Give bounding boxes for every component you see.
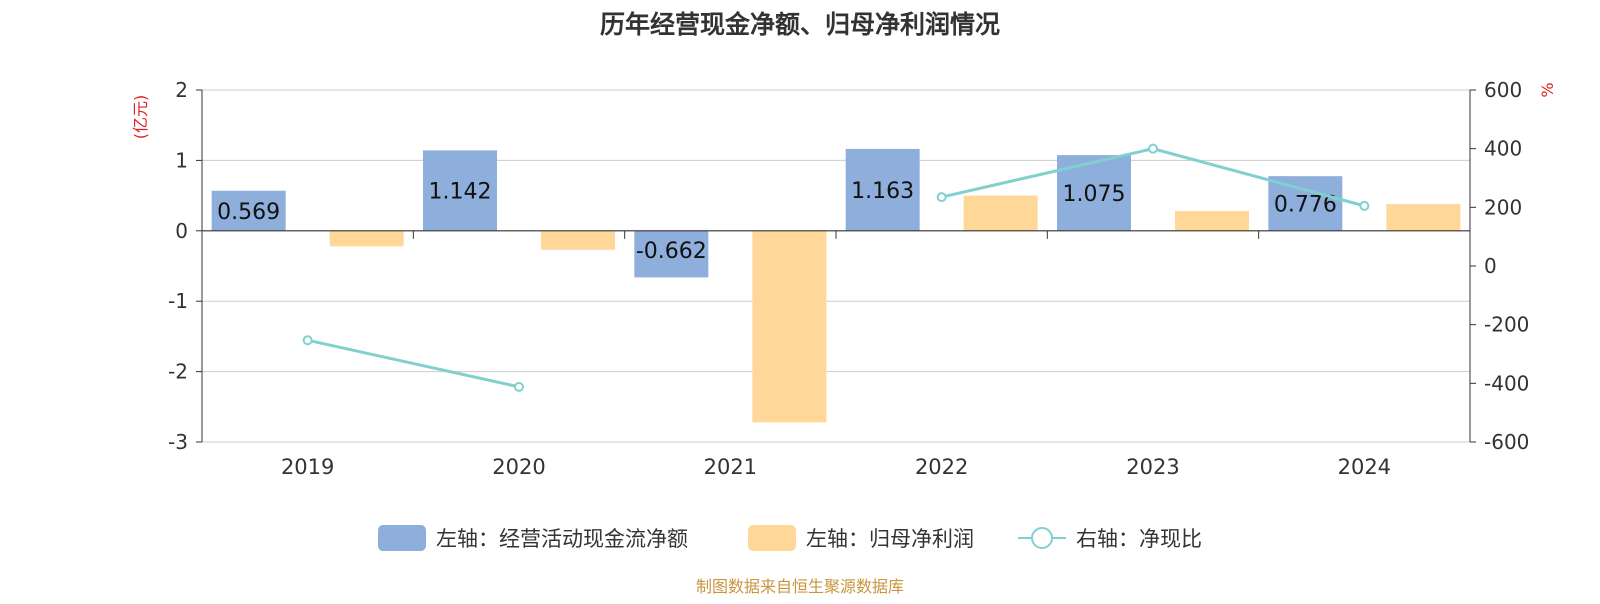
legend-swatch-cash-flow <box>378 525 426 551</box>
line-point <box>1148 143 1158 154</box>
bar-net-profit <box>1175 211 1249 231</box>
left-axis-label: (亿元) <box>131 95 150 140</box>
bar-net-profit <box>329 230 404 247</box>
line-point <box>514 381 524 392</box>
right-axis-tick-label: -600 <box>1484 430 1529 454</box>
bar-net-profit <box>541 230 615 250</box>
bar-data-label: -0.662 <box>636 239 707 264</box>
right-axis-tick-label: 200 <box>1484 195 1522 219</box>
bar-cash-flow <box>423 150 497 231</box>
legend-label-ratio: 右轴：净现比 <box>1076 527 1202 551</box>
bar-cash-flow <box>1268 176 1343 231</box>
left-axis-tick-label: 2 <box>175 78 188 102</box>
bar-net-profit <box>963 195 1038 231</box>
bar-cash-flow <box>211 190 286 231</box>
bar-cash-flow <box>634 230 709 278</box>
line-point <box>936 192 947 203</box>
legend-swatch-ratio-marker <box>1031 527 1053 549</box>
legend-label-cash-flow: 左轴：经营活动现金流净额 <box>436 527 688 551</box>
chart-title: 历年经营现金净额、归母净利润情况 <box>600 10 1000 39</box>
line-point <box>1359 200 1370 211</box>
legend-swatch-net-profit <box>748 525 796 551</box>
source-note: 制图数据来自恒生聚源数据库 <box>696 577 904 596</box>
left-axis-tick-label: -1 <box>168 289 188 313</box>
bar-data-label: 1.163 <box>851 179 914 204</box>
left-axis-tick-label: 1 <box>175 148 188 172</box>
bar-data-label: 1.075 <box>1063 182 1126 207</box>
right-axis-tick-label: 0 <box>1484 254 1497 278</box>
right-axis-tick-label: 400 <box>1484 137 1522 161</box>
line-point <box>302 335 313 346</box>
legend-label-net-profit: 左轴：归母净利润 <box>806 527 974 551</box>
right-axis-tick-label: -400 <box>1484 371 1529 395</box>
x-axis-tick-label: 2021 <box>704 455 757 479</box>
x-axis-tick-label: 2022 <box>915 455 968 479</box>
bar-net-profit <box>1386 204 1461 231</box>
right-axis-tick-label: -200 <box>1484 313 1529 337</box>
bar-data-label: 1.142 <box>429 180 492 205</box>
left-axis-tick-label: -2 <box>168 360 188 384</box>
bar-net-profit <box>752 230 827 423</box>
left-axis-tick-label: 0 <box>175 219 188 243</box>
right-axis-label: % <box>1538 82 1557 97</box>
x-axis-tick-label: 2024 <box>1338 455 1391 479</box>
x-axis-tick-label: 2023 <box>1126 455 1179 479</box>
line-series-ratio <box>307 338 520 389</box>
x-axis-tick-label: 2020 <box>492 455 545 479</box>
bar-cash-flow <box>845 148 920 231</box>
left-axis-tick-label: -3 <box>168 430 188 454</box>
x-axis-tick-label: 2019 <box>281 455 334 479</box>
bar-data-label: 0.569 <box>217 200 280 225</box>
right-axis-tick-label: 600 <box>1484 78 1522 102</box>
